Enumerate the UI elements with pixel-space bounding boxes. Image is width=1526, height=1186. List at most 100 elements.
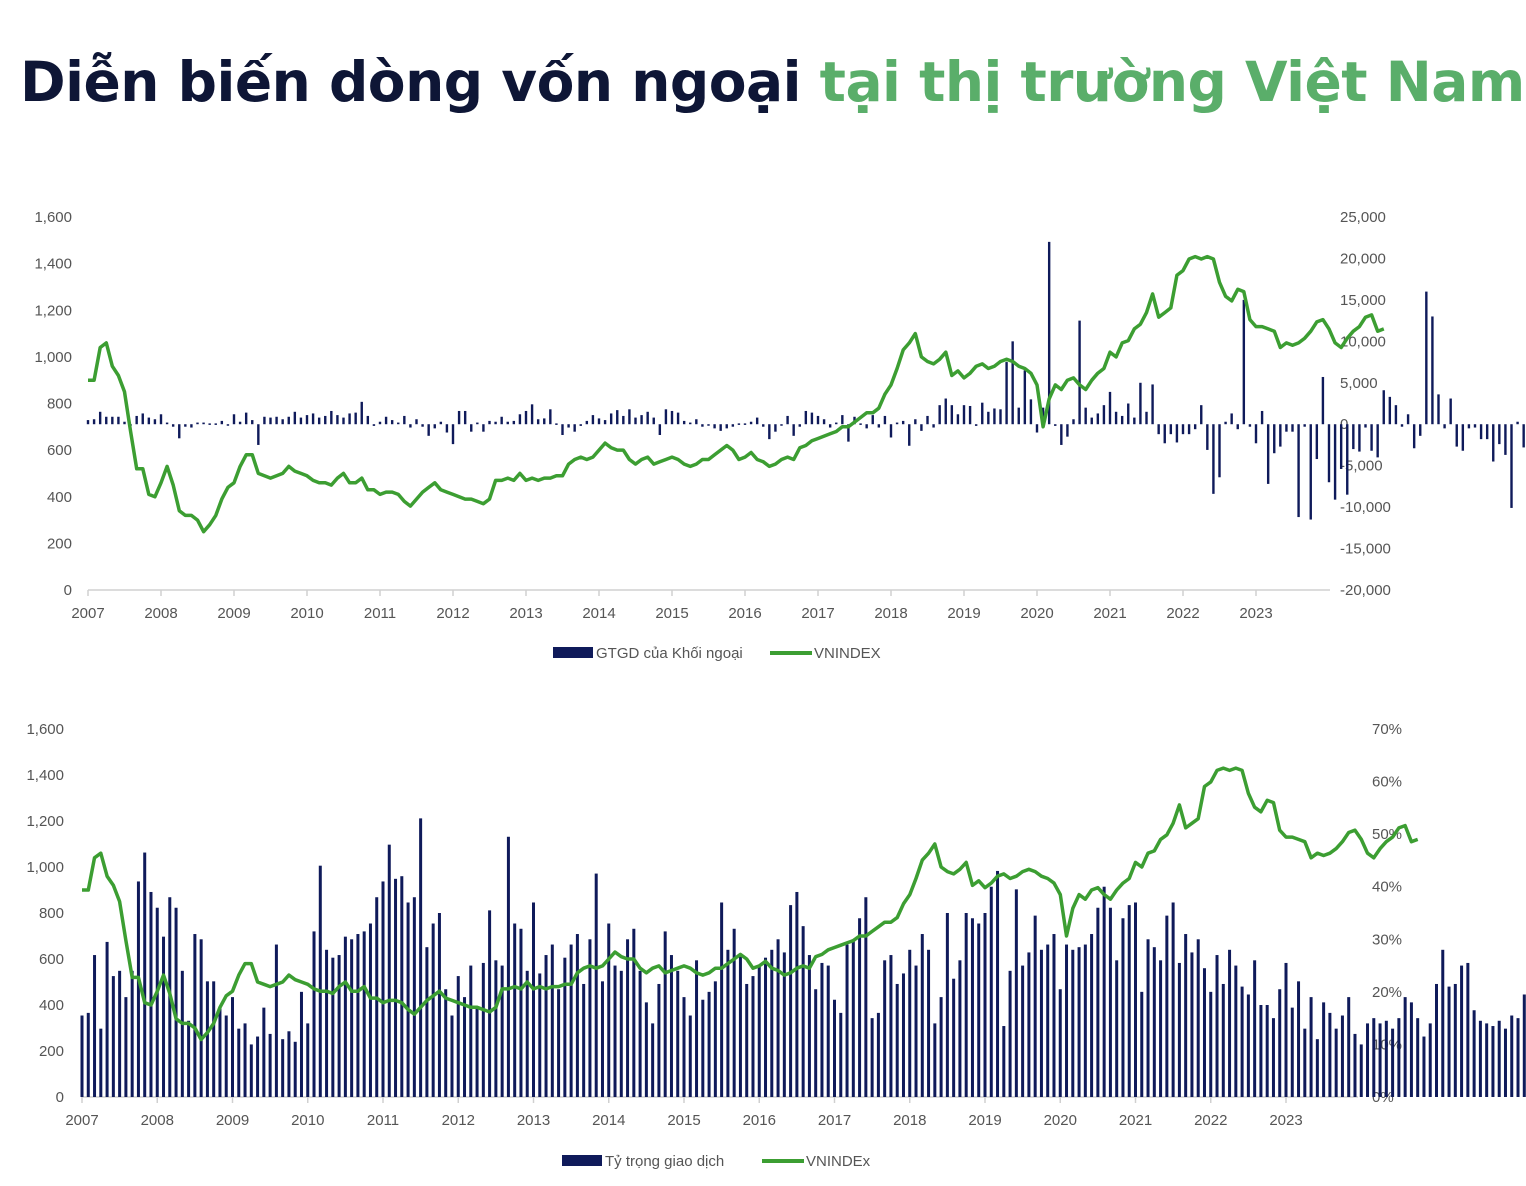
bar [974,424,978,426]
bar [237,1028,241,1097]
title-part-green: tại thị trường Việt Nam [819,50,1526,114]
bar [1309,424,1312,520]
bar [1127,905,1131,1097]
title-part-dark: Diễn biến dòng vốn ngoại [20,50,802,114]
bar [544,955,548,1097]
bar [1303,424,1306,427]
right-axis-tick: 25,000 [1340,209,1386,226]
bar [147,417,151,425]
bar [585,420,589,425]
x-axis-tick: 2016 [743,1112,776,1129]
bar [155,907,159,1097]
bar [311,413,315,425]
bar [914,419,917,425]
left-axis-tick: 1,000 [34,349,72,366]
bar [1202,968,1206,1097]
bar [350,939,354,1097]
left-axis-tick: 1,600 [26,721,64,738]
bar [555,423,558,425]
bar [814,989,818,1097]
bar [914,965,918,1097]
bar [293,411,297,425]
right-axis-tick: 20% [1372,984,1402,1001]
bar [337,955,341,1097]
bar [640,415,643,425]
bar [889,955,893,1097]
bar [755,417,759,425]
bar [251,420,254,425]
bar [1084,407,1087,425]
bar [356,934,360,1097]
bar [1339,424,1343,469]
right-axis-tick: 40% [1372,879,1402,896]
bar [212,981,216,1097]
right-axis-tick: -15,000 [1340,541,1391,558]
bar [883,415,887,425]
bar [939,997,943,1097]
left-axis-tick: 800 [47,396,72,413]
bar [573,424,576,432]
bar [901,973,905,1097]
left-axis-tick: 1,000 [26,859,64,876]
bar [1376,424,1379,458]
bar [1467,424,1471,429]
bar [1072,419,1075,425]
bar [433,424,436,429]
bar [670,410,674,425]
bar [287,1031,291,1097]
x-axis-tick: 2013 [509,605,542,622]
bar [1236,424,1239,430]
bar [513,923,517,1097]
bar [500,416,503,425]
bar [1159,960,1163,1097]
bar [1472,1010,1476,1097]
bar [463,410,467,425]
bar [1184,934,1188,1097]
bar [1461,424,1465,451]
x-axis-tick: 2020 [1044,1112,1077,1129]
bar [244,412,248,425]
legend-bar-label: Tỷ trọng giao dịch [605,1153,724,1170]
bar [92,419,96,425]
bar [281,419,284,425]
bar [1254,424,1258,444]
bar [1428,1023,1432,1097]
bar [463,997,467,1097]
bar [707,991,711,1097]
bar [86,420,90,425]
bar [877,424,881,428]
bar [557,989,561,1097]
bar [1406,414,1410,425]
bar [1152,947,1156,1097]
bar [1165,915,1169,1097]
legend-bar-label: GTGD của Khối ngoại [596,645,743,662]
bar [651,1023,655,1097]
bar [1473,424,1477,428]
bar [1378,1023,1382,1097]
bar [1047,241,1051,425]
bar [807,955,811,1097]
bar [306,1023,310,1097]
bar [983,913,987,1097]
bar [1206,424,1209,450]
left-axis-tick: 200 [39,1043,64,1060]
bar [1187,424,1191,435]
x-axis-tick: 2016 [728,605,761,622]
bar [1510,424,1513,508]
bar [530,404,534,425]
left-axis-tick: 0 [64,582,72,599]
bar [1177,962,1181,1097]
bar [469,965,473,1097]
bar [989,886,993,1097]
bar [1366,1023,1370,1097]
bar [950,405,954,425]
bar [1145,411,1148,425]
bar [1522,424,1525,448]
x-axis-tick: 2018 [893,1112,926,1129]
bar [1422,1036,1426,1097]
bar [977,923,981,1097]
page-title: Diễn biến dòng vốn ngoại tại thị trường … [20,50,1525,114]
x-axis-tick: 2022 [1166,605,1199,622]
x-axis-tick: 2012 [436,605,469,622]
